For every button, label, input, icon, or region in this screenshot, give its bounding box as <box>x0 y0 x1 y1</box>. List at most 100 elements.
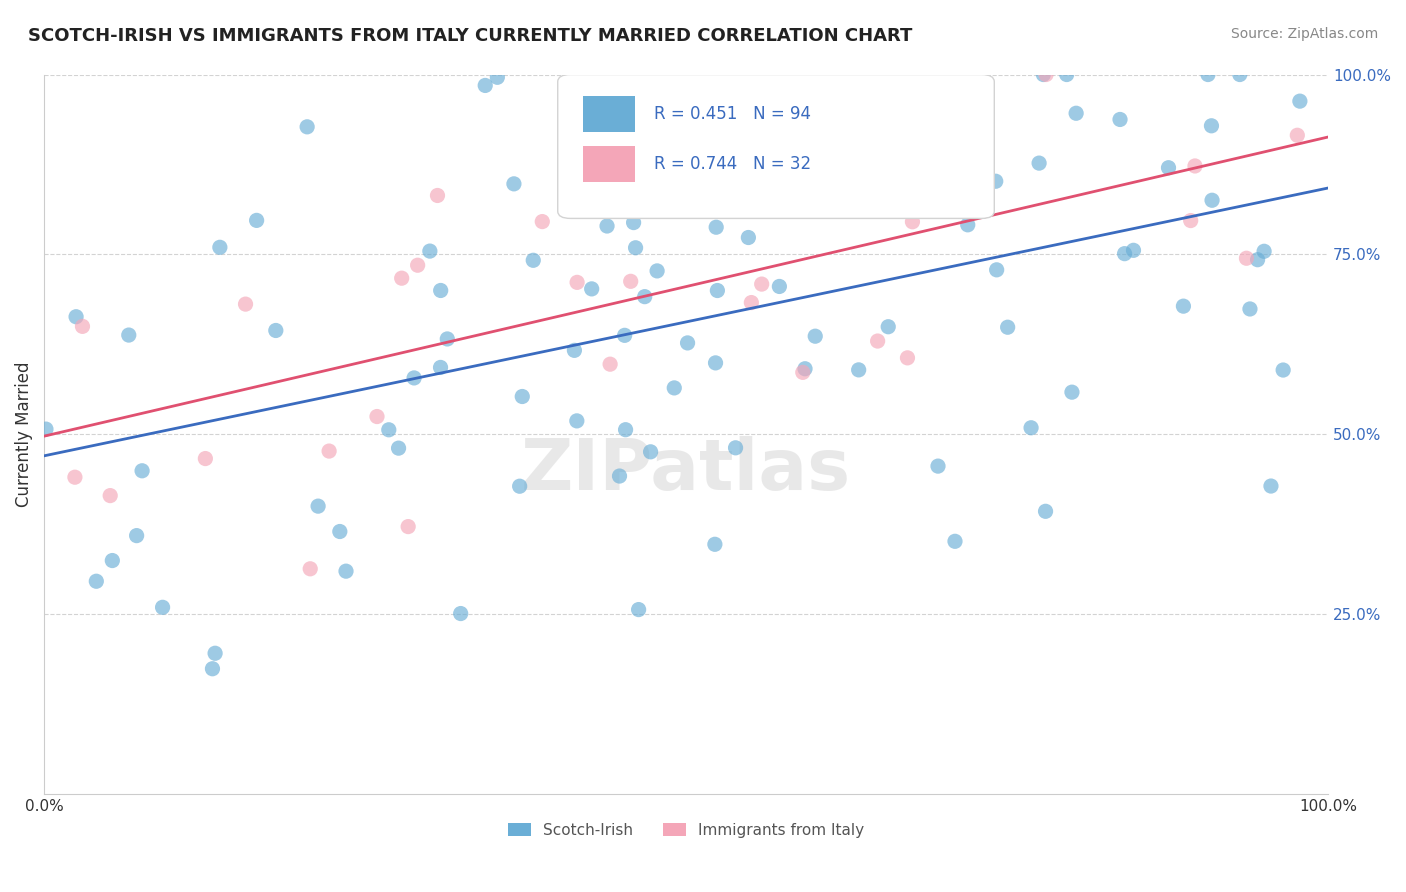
Scotch-Irish <box>1201 119 1223 133</box>
Scotch-Irish <box>891 68 914 82</box>
Scotch-Irish <box>436 332 458 346</box>
FancyBboxPatch shape <box>558 75 994 219</box>
Immigrants from Italy <box>922 201 945 215</box>
Scotch-Irish <box>152 600 174 615</box>
Scotch-Irish <box>627 602 650 616</box>
Scotch-Irish <box>1201 194 1223 208</box>
Scotch-Irish <box>737 230 759 244</box>
Scotch-Irish <box>329 524 352 539</box>
Scotch-Irish <box>910 190 932 204</box>
Scotch-Irish <box>675 98 697 112</box>
Scotch-Irish <box>264 323 287 337</box>
Scotch-Irish <box>1253 244 1275 259</box>
Scotch-Irish <box>1289 94 1312 108</box>
Immigrants from Italy <box>63 470 86 484</box>
Scotch-Irish <box>905 68 928 82</box>
Scotch-Irish <box>486 70 509 85</box>
Immigrants from Italy <box>599 181 621 195</box>
Scotch-Irish <box>943 534 966 549</box>
Scotch-Irish <box>724 441 747 455</box>
Scotch-Irish <box>1122 244 1144 258</box>
Scotch-Irish <box>927 459 949 474</box>
Scotch-Irish <box>131 464 153 478</box>
Scotch-Irish <box>1272 363 1295 377</box>
Text: R = 0.744   N = 32: R = 0.744 N = 32 <box>654 155 811 173</box>
Scotch-Irish <box>848 363 870 377</box>
Scotch-Irish <box>1064 106 1087 120</box>
Scotch-Irish <box>565 414 588 428</box>
Immigrants from Italy <box>98 489 121 503</box>
Scotch-Irish <box>986 262 1008 277</box>
Scotch-Irish <box>768 279 790 293</box>
Scotch-Irish <box>201 662 224 676</box>
Scotch-Irish <box>295 120 318 134</box>
Scotch-Irish <box>474 78 496 93</box>
Immigrants from Italy <box>396 519 419 533</box>
Scotch-Irish <box>1035 504 1057 518</box>
Scotch-Irish <box>503 177 526 191</box>
Scotch-Irish <box>118 328 141 343</box>
Scotch-Irish <box>634 290 657 304</box>
Immigrants from Italy <box>901 215 924 229</box>
Scotch-Irish <box>703 537 725 551</box>
Immigrants from Italy <box>426 188 449 202</box>
Scotch-Irish <box>510 390 533 404</box>
Scotch-Irish <box>1246 252 1268 267</box>
Scotch-Irish <box>623 216 645 230</box>
FancyBboxPatch shape <box>583 146 634 183</box>
Scotch-Irish <box>704 220 727 235</box>
Scotch-Irish <box>596 219 619 233</box>
Scotch-Irish <box>962 95 984 109</box>
Immigrants from Italy <box>599 357 621 371</box>
Scotch-Irish <box>86 574 108 589</box>
Immigrants from Italy <box>565 276 588 290</box>
Immigrants from Italy <box>792 365 814 379</box>
Immigrants from Italy <box>72 319 94 334</box>
Scotch-Irish <box>877 319 900 334</box>
Scotch-Irish <box>1028 156 1050 170</box>
Scotch-Irish <box>900 159 922 173</box>
Scotch-Irish <box>581 282 603 296</box>
Legend: Scotch-Irish, Immigrants from Italy: Scotch-Irish, Immigrants from Italy <box>502 817 870 844</box>
Scotch-Irish <box>429 284 451 298</box>
Immigrants from Italy <box>689 72 711 87</box>
Immigrants from Italy <box>318 444 340 458</box>
Scotch-Irish <box>1060 385 1083 400</box>
Immigrants from Italy <box>299 562 322 576</box>
Immigrants from Italy <box>740 295 762 310</box>
Scotch-Irish <box>1239 301 1261 316</box>
Scotch-Irish <box>125 528 148 542</box>
Scotch-Irish <box>1056 68 1078 82</box>
Scotch-Irish <box>1019 421 1042 435</box>
Scotch-Irish <box>246 213 269 227</box>
Immigrants from Italy <box>942 193 965 207</box>
Immigrants from Italy <box>1286 128 1309 143</box>
Scotch-Irish <box>204 646 226 660</box>
Immigrants from Italy <box>751 277 773 291</box>
Scotch-Irish <box>101 553 124 567</box>
Scotch-Irish <box>419 244 441 258</box>
Immigrants from Italy <box>194 451 217 466</box>
Immigrants from Italy <box>733 136 755 150</box>
Immigrants from Italy <box>896 351 918 365</box>
Scotch-Irish <box>624 241 647 255</box>
Immigrants from Italy <box>366 409 388 424</box>
Y-axis label: Currently Married: Currently Married <box>15 361 32 507</box>
Immigrants from Italy <box>620 274 643 288</box>
Scotch-Irish <box>378 423 401 437</box>
Scotch-Irish <box>565 174 588 188</box>
Immigrants from Italy <box>1035 68 1057 82</box>
Scotch-Irish <box>956 218 979 232</box>
Scotch-Irish <box>1032 68 1054 82</box>
Scotch-Irish <box>1260 479 1282 493</box>
Text: SCOTCH-IRISH VS IMMIGRANTS FROM ITALY CURRENTLY MARRIED CORRELATION CHART: SCOTCH-IRISH VS IMMIGRANTS FROM ITALY CU… <box>28 27 912 45</box>
Scotch-Irish <box>664 381 686 395</box>
Scotch-Irish <box>404 371 426 385</box>
Scotch-Irish <box>984 174 1007 188</box>
Text: Source: ZipAtlas.com: Source: ZipAtlas.com <box>1230 27 1378 41</box>
Scotch-Irish <box>1157 161 1180 175</box>
Immigrants from Italy <box>235 297 257 311</box>
Scotch-Irish <box>640 445 662 459</box>
Immigrants from Italy <box>406 258 429 272</box>
Immigrants from Italy <box>391 271 413 285</box>
